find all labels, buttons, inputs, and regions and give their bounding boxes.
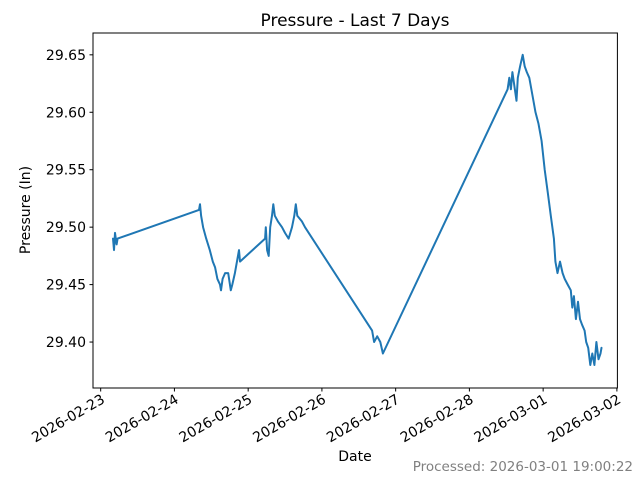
y-tick-label: 29.60 bbox=[46, 105, 86, 121]
processed-timestamp: Processed: 2026-03-01 19:00:22 bbox=[413, 459, 633, 475]
x-tick-label: 2026-02-24 bbox=[103, 392, 182, 447]
y-axis-label: Pressure (In) bbox=[18, 166, 34, 254]
x-tick-label: 2026-02-28 bbox=[398, 392, 476, 447]
x-tick-label: 2026-02-23 bbox=[29, 392, 107, 447]
y-tick-label: 29.50 bbox=[46, 220, 86, 236]
plot-area bbox=[92, 32, 618, 389]
chart-title: Pressure - Last 7 Days bbox=[261, 11, 450, 31]
x-tick-label: 2026-02-27 bbox=[324, 392, 402, 447]
chart-generated-layer: 29.40 29.45 29.50 29.55 29.60 29.65 2026-02-23… bbox=[29, 48, 624, 446]
y-tick-label: 29.45 bbox=[46, 278, 86, 294]
x-tick-label: 2026-02-25 bbox=[177, 392, 255, 447]
x-tick-label: 2026-03-02 bbox=[545, 392, 623, 447]
pressure-series-line bbox=[112, 53, 603, 366]
x-tick-label: 2026-03-01 bbox=[472, 392, 550, 447]
y-tick-label: 29.65 bbox=[46, 48, 86, 64]
y-tick-label: 29.40 bbox=[46, 335, 86, 351]
x-tick-label: 2026-02-26 bbox=[250, 392, 329, 447]
x-axis-label: Date bbox=[338, 449, 371, 465]
y-tick-label: 29.55 bbox=[46, 163, 86, 179]
